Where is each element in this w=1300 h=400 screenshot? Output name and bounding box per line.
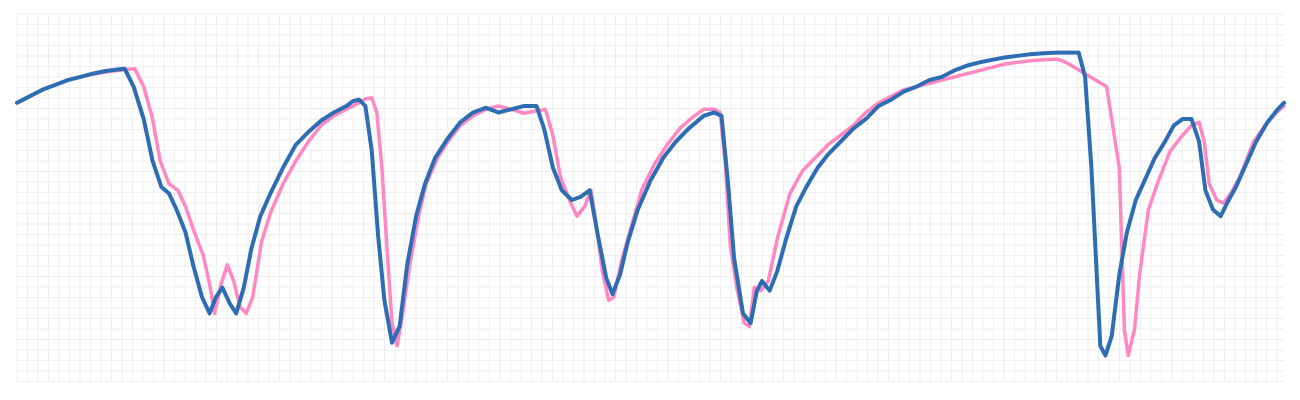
chart-grid [16,13,1284,382]
series-layer [15,50,1286,358]
series-line-1 [15,57,1286,358]
series-line-2 [15,50,1286,358]
